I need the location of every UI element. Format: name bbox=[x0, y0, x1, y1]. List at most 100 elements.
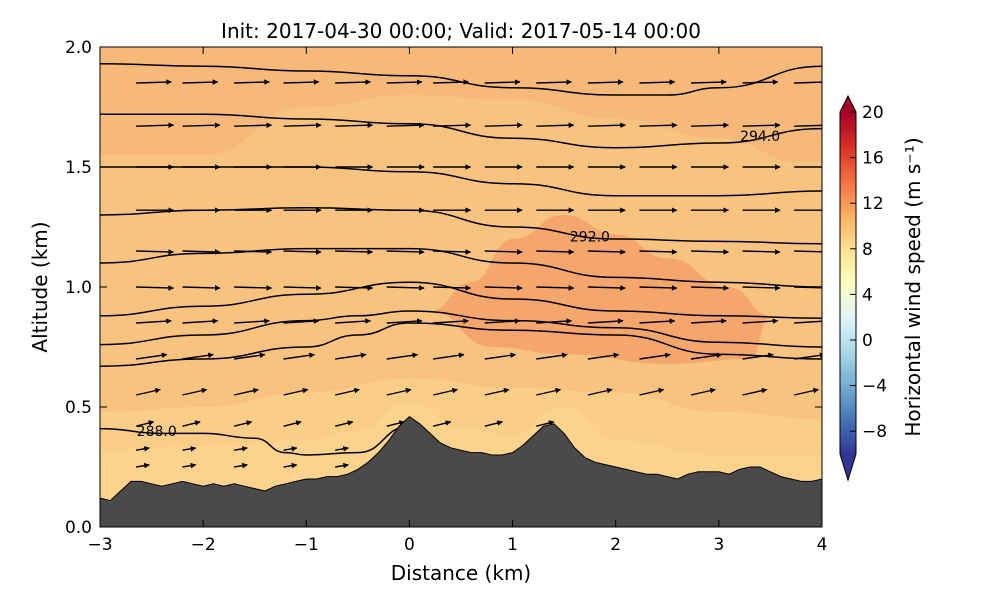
wind-vector bbox=[135, 387, 161, 396]
wind-vector bbox=[742, 352, 774, 360]
wind-vector bbox=[386, 79, 423, 85]
wind-vector bbox=[484, 318, 521, 324]
wind-vector bbox=[182, 285, 221, 291]
wind-vector bbox=[639, 352, 671, 360]
wind-vector bbox=[182, 249, 221, 255]
wind-vector bbox=[484, 420, 503, 427]
x-tick-label: −2 bbox=[191, 535, 216, 555]
colorbar-tick-label: −4 bbox=[862, 377, 887, 397]
wind-vector bbox=[386, 420, 405, 427]
wind-vector bbox=[484, 122, 523, 129]
wind-vector bbox=[233, 352, 266, 360]
colorbar-tick-label: 0 bbox=[862, 331, 873, 351]
wind-vector bbox=[386, 318, 423, 324]
wind-vector bbox=[536, 79, 573, 85]
wind-vector bbox=[484, 249, 523, 255]
wind-vector bbox=[690, 79, 727, 85]
wind-vector bbox=[283, 318, 320, 324]
wind-vector bbox=[742, 249, 781, 255]
wind-vector bbox=[433, 122, 472, 129]
x-tick-label: 3 bbox=[713, 535, 724, 555]
wind-vector bbox=[742, 79, 779, 85]
wind-vector bbox=[536, 122, 575, 129]
isentrope-line bbox=[100, 322, 822, 367]
wind-vector bbox=[182, 446, 197, 452]
wind-vector bbox=[690, 249, 729, 255]
wind-vector bbox=[136, 249, 175, 255]
wind-vector bbox=[432, 420, 452, 427]
wind-vector bbox=[433, 352, 465, 360]
isentrope-labels: 288.0 292.0 294.0 bbox=[137, 129, 780, 440]
y-tick-label: 0.5 bbox=[65, 398, 92, 418]
colorbar-extend-min bbox=[840, 454, 856, 480]
wind-vector bbox=[386, 285, 425, 291]
wind-vector bbox=[386, 122, 425, 129]
wind-vector bbox=[335, 318, 371, 324]
wind-vector bbox=[233, 420, 253, 427]
wind-vector bbox=[536, 249, 575, 255]
wind-vector bbox=[639, 387, 665, 396]
colorbar-tick-label: −8 bbox=[862, 422, 887, 442]
wind-vector bbox=[135, 462, 150, 469]
wind-vector bbox=[742, 318, 779, 324]
wind-vector bbox=[335, 462, 349, 469]
wind-vector bbox=[536, 318, 573, 324]
wind-vector bbox=[536, 285, 575, 291]
wind-vector bbox=[182, 462, 197, 469]
wind-vector bbox=[794, 81, 822, 84]
wind-vector bbox=[335, 79, 371, 85]
wind-vector bbox=[283, 420, 302, 427]
wind-vector bbox=[335, 285, 374, 291]
wind-vector bbox=[335, 352, 367, 360]
x-tick-label: 0 bbox=[404, 535, 415, 555]
wind-vector bbox=[433, 318, 469, 324]
wind-vector bbox=[794, 286, 822, 289]
wind-vector bbox=[386, 387, 412, 396]
wind-vector bbox=[433, 285, 472, 291]
wind-vector bbox=[335, 249, 374, 255]
wind-vector bbox=[136, 285, 175, 291]
colorbar-body bbox=[840, 112, 856, 454]
isentrope-line bbox=[100, 63, 822, 96]
wind-vector bbox=[690, 122, 729, 129]
wind-vector bbox=[587, 249, 626, 255]
y-tick-label: 1.5 bbox=[65, 158, 92, 178]
isentrope-label: 288.0 bbox=[137, 424, 177, 440]
wind-vector bbox=[182, 318, 219, 324]
wind-speed-region bbox=[100, 47, 822, 163]
wind-vector bbox=[794, 352, 822, 360]
wind-vector bbox=[794, 124, 822, 127]
wind-vector bbox=[793, 387, 819, 396]
x-tick-label: 2 bbox=[610, 535, 621, 555]
wind-vector bbox=[136, 352, 168, 360]
wind-vector bbox=[432, 387, 458, 396]
wind-vector bbox=[690, 318, 727, 324]
wind-vector bbox=[690, 387, 716, 396]
wind-vector bbox=[283, 122, 322, 129]
wind-vector bbox=[233, 462, 248, 469]
isentrope-label: 292.0 bbox=[570, 230, 610, 246]
wind-vector bbox=[536, 387, 562, 396]
wind-vector bbox=[587, 285, 626, 291]
wind-vector bbox=[182, 122, 221, 129]
colorbar-label: Horizontal wind speed (m s⁻¹) bbox=[901, 137, 925, 436]
wind-vector bbox=[335, 387, 360, 396]
wind-vector bbox=[639, 318, 676, 324]
wind-vector bbox=[182, 420, 201, 427]
colorbar-tick-label: 12 bbox=[862, 194, 884, 214]
wind-vector bbox=[283, 79, 320, 85]
wind-vector bbox=[135, 446, 150, 452]
wind-vector bbox=[335, 446, 349, 452]
colorbar-extend-max bbox=[840, 96, 856, 112]
colorbar-tick-label: 20 bbox=[862, 103, 884, 123]
wind-vector bbox=[135, 420, 155, 427]
wind-vector bbox=[587, 79, 624, 85]
x-axis-label: Distance (km) bbox=[391, 561, 531, 585]
wind-vector bbox=[639, 285, 678, 291]
colorbar-tick-label: 4 bbox=[862, 285, 873, 305]
y-axis: 0.0 0.5 1.0 1.5 2.0 bbox=[65, 38, 822, 538]
chart-title: Init: 2017-04-30 00:00; Valid: 2017-05-1… bbox=[221, 19, 701, 43]
wind-vector bbox=[484, 79, 521, 85]
wind-vector bbox=[742, 387, 768, 396]
